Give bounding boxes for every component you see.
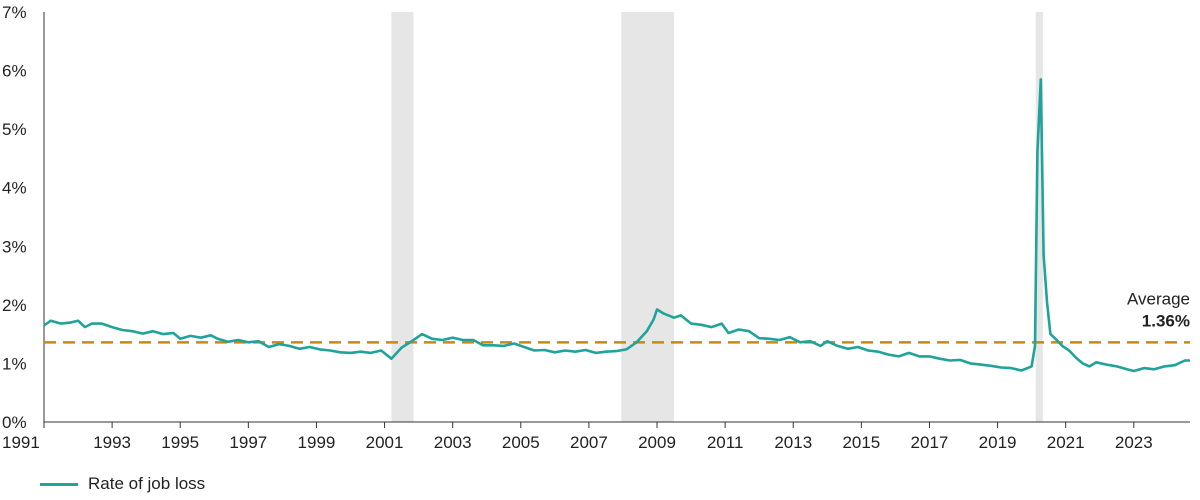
recession-band — [621, 12, 675, 422]
x-tick-label: 2001 — [366, 433, 404, 452]
tick-labels: 0% 1% 2% 3% 4% 5% 6% 7% 1991 1993 1995 1997 1999 2001… — [2, 3, 1153, 452]
x-tick-label: 2015 — [842, 433, 880, 452]
legend-swatch — [40, 482, 78, 486]
x-tick-label: 1995 — [161, 433, 199, 452]
recession-bands — [391, 12, 1043, 422]
x-tick-label: 1991 — [2, 433, 40, 452]
x-tick-label: 2023 — [1115, 433, 1153, 452]
x-tick-label: 1999 — [298, 433, 336, 452]
x-tick-label: 2009 — [638, 433, 676, 452]
x-tick-label: 2017 — [911, 433, 949, 452]
x-tick-label: 2003 — [434, 433, 472, 452]
y-tick-label: 4% — [2, 179, 27, 198]
x-tick-label: 2007 — [570, 433, 608, 452]
x-tick-label: 2019 — [979, 433, 1017, 452]
y-tick-label: 2% — [2, 296, 27, 315]
y-tick-label: 1% — [2, 354, 27, 373]
legend-label: Rate of job loss — [88, 474, 206, 493]
y-tick-label: 3% — [2, 237, 27, 256]
x-tick-label: 2013 — [774, 433, 812, 452]
series-line-rate-of-job-loss — [43, 78, 1190, 373]
series-layer — [43, 78, 1190, 373]
x-tick-label: 2005 — [502, 433, 540, 452]
x-tick-label: 1993 — [93, 433, 131, 452]
legend: Rate of job loss — [40, 474, 205, 494]
x-tick-label: 2011 — [707, 433, 744, 452]
x-tick-label: 1997 — [229, 433, 267, 452]
y-tick-label: 5% — [2, 120, 27, 139]
y-tick-label: 7% — [2, 3, 27, 22]
y-tick-label: 6% — [2, 62, 27, 81]
average-label: Average — [1127, 289, 1190, 308]
axes — [43, 12, 1190, 428]
y-tick-label: 0% — [2, 413, 27, 432]
average-value: 1.36% — [1142, 311, 1190, 330]
average-reference: Average 1.36% — [44, 289, 1190, 344]
recession-band — [1035, 12, 1043, 422]
recession-band — [391, 12, 414, 422]
x-tick-label: 2021 — [1047, 433, 1085, 452]
